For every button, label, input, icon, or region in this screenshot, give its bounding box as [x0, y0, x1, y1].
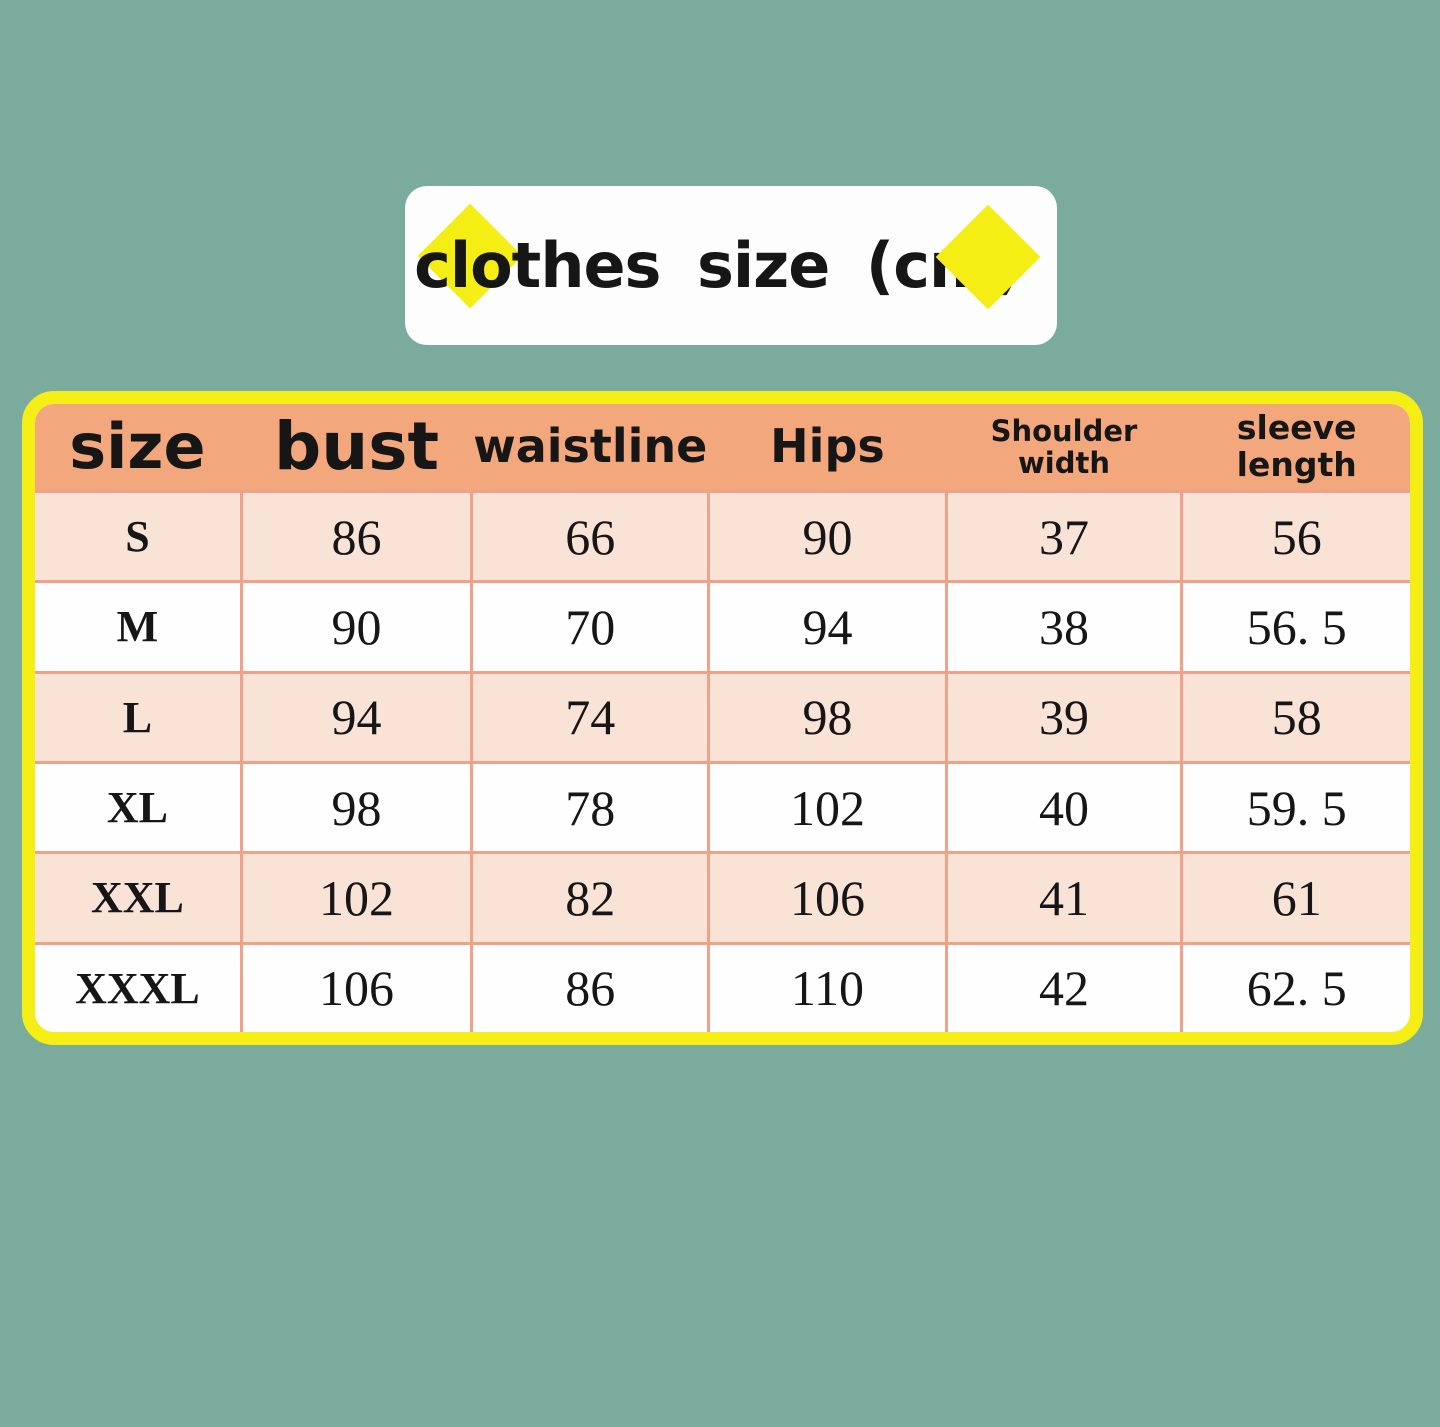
- row-size-label: XXL: [90, 873, 184, 923]
- column-header-size: size: [69, 410, 206, 484]
- cell-waistline: 74: [470, 673, 707, 761]
- row-size-label: XL: [106, 783, 168, 833]
- table-body: size bust waistline Hips Shoulder width …: [35, 404, 1410, 1032]
- column-header-hips: Hips: [770, 419, 885, 474]
- cell-hips: 94: [707, 583, 944, 671]
- cell-sleeve-length: 56: [1180, 493, 1410, 581]
- cell-bust: 94: [239, 673, 470, 761]
- cell-shoulder-width: 40: [944, 763, 1181, 852]
- cell-hips: 90: [707, 493, 944, 581]
- cell-hips: 106: [707, 854, 944, 942]
- cell-bust: 102: [239, 854, 470, 942]
- cell-shoulder-width: 39: [944, 673, 1181, 761]
- cell-waistline: 66: [470, 493, 707, 581]
- table-row-xxl: XXL 102 82 106 41 61: [35, 851, 1410, 942]
- title-banner: clothes size (cm): [405, 186, 1057, 345]
- column-header-sleeve-length: sleeve length: [1236, 408, 1357, 484]
- cell-hips: 98: [707, 673, 944, 761]
- table-row-s: S 86 66 90 37 56: [35, 490, 1410, 581]
- row-size-label: L: [122, 692, 153, 742]
- table-row-l: L 94 74 98 39 58: [35, 670, 1410, 761]
- cell-waistline: 70: [470, 583, 707, 671]
- row-size-label: M: [116, 602, 159, 652]
- cell-bust: 106: [239, 944, 470, 1032]
- cell-sleeve-length: 62. 5: [1180, 944, 1410, 1032]
- cell-waistline: 86: [470, 944, 707, 1032]
- row-size-label: S: [125, 512, 150, 562]
- cell-shoulder-width: 41: [944, 854, 1181, 942]
- cell-waistline: 82: [470, 854, 707, 942]
- cell-bust: 98: [239, 763, 470, 852]
- cell-sleeve-length: 56. 5: [1180, 583, 1410, 671]
- cell-waistline: 78: [470, 763, 707, 852]
- table-row-xxxl: XXXL 106 86 110 42 62. 5: [35, 941, 1410, 1032]
- cell-hips: 102: [707, 763, 944, 852]
- cell-sleeve-length: 59. 5: [1180, 763, 1410, 852]
- table-row-m: M 90 70 94 38 56. 5: [35, 580, 1410, 671]
- table-row-xl: XL 98 78 102 40 59. 5: [35, 760, 1410, 852]
- page-title: clothes size (cm): [414, 229, 1021, 302]
- column-header-waistline: waistline: [473, 419, 708, 474]
- row-size-label: XXXL: [75, 963, 200, 1013]
- cell-shoulder-width: 42: [944, 944, 1181, 1032]
- cell-shoulder-width: 37: [944, 493, 1181, 581]
- cell-hips: 110: [707, 944, 944, 1032]
- column-header-shoulder-width: Shoulder width: [990, 413, 1138, 480]
- column-header-bust: bust: [273, 408, 440, 486]
- cell-sleeve-length: 61: [1180, 854, 1410, 942]
- cell-sleeve-length: 58: [1180, 673, 1410, 761]
- table-header-row: size bust waistline Hips Shoulder width …: [35, 404, 1410, 490]
- size-chart-table: size bust waistline Hips Shoulder width …: [22, 391, 1423, 1045]
- cell-bust: 90: [239, 583, 470, 671]
- cell-shoulder-width: 38: [944, 583, 1181, 671]
- cell-bust: 86: [239, 493, 470, 581]
